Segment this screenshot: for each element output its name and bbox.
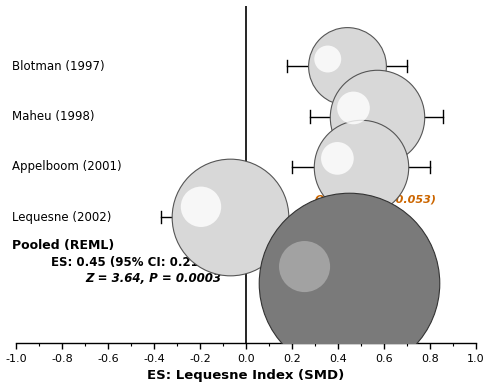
- Point: [373, 113, 381, 120]
- X-axis label: ES: Lequesne Index (SMD): ES: Lequesne Index (SMD): [147, 369, 344, 383]
- Text: Q = 7.70 (P=0.053): Q = 7.70 (P=0.053): [315, 195, 436, 205]
- Text: I² = 61.0%: I² = 61.0%: [315, 217, 380, 227]
- Point: [324, 56, 332, 62]
- Point: [226, 214, 234, 220]
- Text: Pooled (REML): Pooled (REML): [12, 239, 114, 252]
- Point: [197, 204, 205, 210]
- Text: Blotman (1997): Blotman (1997): [12, 60, 104, 73]
- Text: Z = 3.64, P = 0.0003: Z = 3.64, P = 0.0003: [85, 272, 221, 286]
- Text: Maheu (1998): Maheu (1998): [12, 110, 94, 123]
- Point: [345, 280, 353, 286]
- Point: [349, 105, 357, 111]
- Point: [357, 164, 365, 170]
- Point: [301, 263, 309, 270]
- Text: ES: 0.45 (95% CI: 0.21 to 0.70): ES: 0.45 (95% CI: 0.21 to 0.70): [51, 256, 255, 269]
- Point: [334, 155, 342, 161]
- Point: [343, 63, 351, 69]
- Text: Lequesne (2002): Lequesne (2002): [12, 211, 111, 224]
- Text: Appelboom (2001): Appelboom (2001): [12, 161, 122, 173]
